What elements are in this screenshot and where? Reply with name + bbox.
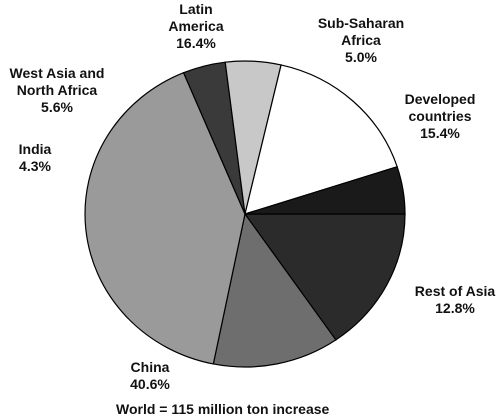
slice-label: West Asia and North Africa 5.6% [10, 65, 105, 115]
pie-slices [84, 60, 406, 368]
slice-label: Developed countries 15.4% [405, 91, 476, 141]
pie-slice-latin-america [244, 64, 398, 215]
pie-slice-china [84, 71, 246, 365]
slice-labels: Developed countries 15.4% Rest of Asia 12.8%… [10, 1, 496, 392]
slice-label: Latin America 16.4% [168, 1, 223, 51]
pie-slice-developed-countries [243, 213, 406, 341]
slice-label: Sub-Saharan Africa 5.0% [318, 15, 404, 65]
pie-slice-sub-saharan-africa [244, 166, 406, 215]
pie-slice-rest-of-asia [212, 212, 337, 368]
slice-label: Rest of Asia 12.8% [415, 283, 496, 316]
slice-label: China 40.6% [130, 359, 170, 392]
slice-label: India 4.3% [19, 141, 52, 174]
world-total-note: World = 115 million ton increase [116, 401, 330, 417]
